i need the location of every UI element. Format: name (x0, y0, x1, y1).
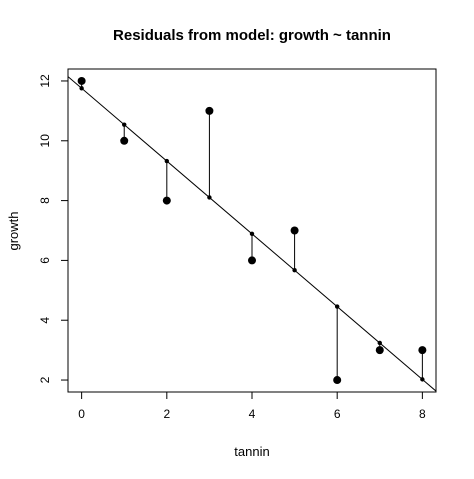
data-point (77, 76, 86, 85)
data-point (418, 346, 427, 355)
fitted-point (420, 377, 425, 382)
y-tick-label: 8 (38, 197, 52, 204)
x-tick-label: 0 (78, 407, 85, 421)
fitted-point (334, 304, 340, 309)
data-point (333, 376, 342, 385)
x-tick-label: 8 (419, 407, 426, 421)
data-point (290, 226, 299, 235)
y-tick-label: 6 (38, 257, 52, 264)
fitted-point (249, 231, 255, 237)
plot-frame (67, 68, 437, 393)
y-tick-label: 2 (38, 376, 52, 383)
y-tick-label: 4 (38, 317, 52, 324)
fitted-point (79, 86, 84, 91)
fitted-point (377, 340, 382, 346)
fitted-point (164, 158, 170, 164)
data-point (162, 196, 171, 205)
fitted-point (122, 122, 127, 127)
fitted-point (292, 268, 297, 273)
x-tick-label: 4 (249, 407, 256, 421)
y-tick-label: 10 (38, 134, 52, 148)
x-tick-label: 6 (334, 407, 341, 421)
y-axis-title: growth (6, 211, 21, 250)
y-axis: 2 4 6 8 10 12 (38, 74, 69, 383)
x-axis: 0 2 4 6 8 (78, 391, 426, 421)
data-point (120, 136, 129, 145)
x-axis-title: tannin (234, 444, 269, 459)
fitted-point (207, 195, 212, 200)
data-point (205, 106, 214, 115)
y-tick-label: 12 (38, 74, 52, 88)
chart-title: Residuals from model: growth ~ tannin (113, 27, 391, 44)
data-point (248, 256, 256, 265)
x-tick-label: 2 (163, 407, 170, 421)
data-point (375, 346, 384, 355)
plot-area (67, 68, 437, 393)
